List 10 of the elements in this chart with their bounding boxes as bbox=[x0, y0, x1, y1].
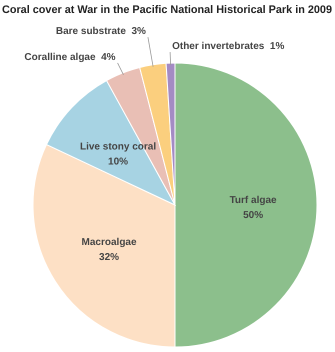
slice-label: Bare substrate 3% bbox=[56, 26, 146, 38]
slice-label: Live stony coral bbox=[80, 142, 156, 153]
slice-label: Coralline algae 4% bbox=[24, 52, 116, 63]
slice-label: Macroalgae bbox=[82, 236, 138, 248]
chart-title: Coral cover at War in the Pacific National Historical Park in 2009 bbox=[2, 4, 335, 16]
data-label: 10% bbox=[108, 156, 128, 168]
slice-label: Turf algae bbox=[230, 195, 278, 206]
data-label: 50% bbox=[243, 210, 264, 221]
slice-label: Other invertebrates 1% bbox=[172, 41, 284, 52]
data-label: 32% bbox=[99, 252, 120, 263]
